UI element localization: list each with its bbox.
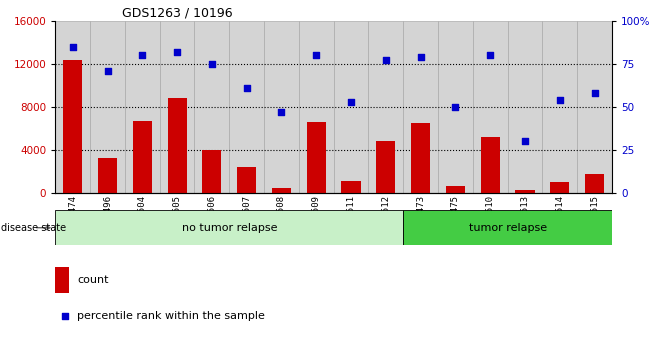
Point (311, 52, 322, 58)
Bar (542, 21, 577, 193)
Text: percentile rank within the sample: percentile rank within the sample (77, 311, 265, 321)
Bar (577, 21, 612, 193)
Bar (550, 183, 570, 193)
Bar (342, 181, 361, 193)
Bar (508, 21, 542, 193)
Point (137, 52, 148, 58)
Bar (202, 150, 221, 193)
Text: disease state: disease state (1, 223, 66, 233)
Bar (299, 21, 333, 193)
Point (519, 139, 530, 144)
Point (346, 99, 356, 105)
Bar (307, 122, 326, 193)
Bar (90, 21, 125, 193)
Bar (159, 21, 195, 193)
Point (450, 104, 461, 110)
Bar (368, 21, 403, 193)
Point (555, 97, 565, 103)
Bar (167, 98, 187, 193)
Text: no tumor relapse: no tumor relapse (182, 223, 277, 233)
Bar (473, 21, 508, 193)
Bar (55, 21, 90, 193)
Text: count: count (77, 275, 109, 285)
Point (60, 313, 70, 319)
Bar (403, 210, 612, 245)
Bar (55, 267, 70, 293)
Bar (376, 141, 395, 193)
Bar (272, 188, 291, 193)
Bar (125, 21, 159, 193)
Point (172, 49, 182, 55)
Bar (98, 158, 117, 193)
Bar (333, 21, 368, 193)
Point (206, 61, 217, 67)
Point (102, 68, 113, 73)
Point (68, 44, 78, 49)
Bar (438, 21, 473, 193)
Bar (403, 21, 438, 193)
Point (276, 109, 286, 115)
Bar (446, 186, 465, 193)
Point (381, 58, 391, 63)
Point (589, 90, 600, 96)
Bar (237, 167, 256, 193)
Point (242, 85, 252, 91)
Bar (264, 21, 299, 193)
Text: GDS1263 / 10196: GDS1263 / 10196 (122, 7, 233, 20)
Bar (516, 190, 534, 193)
Bar (480, 137, 500, 193)
Text: tumor relapse: tumor relapse (469, 223, 547, 233)
Point (415, 54, 426, 60)
Bar (63, 60, 82, 193)
Bar (55, 210, 403, 245)
Point (485, 52, 495, 58)
Bar (229, 21, 264, 193)
Bar (411, 123, 430, 193)
Bar (195, 21, 229, 193)
Bar (133, 121, 152, 193)
Bar (585, 174, 604, 193)
